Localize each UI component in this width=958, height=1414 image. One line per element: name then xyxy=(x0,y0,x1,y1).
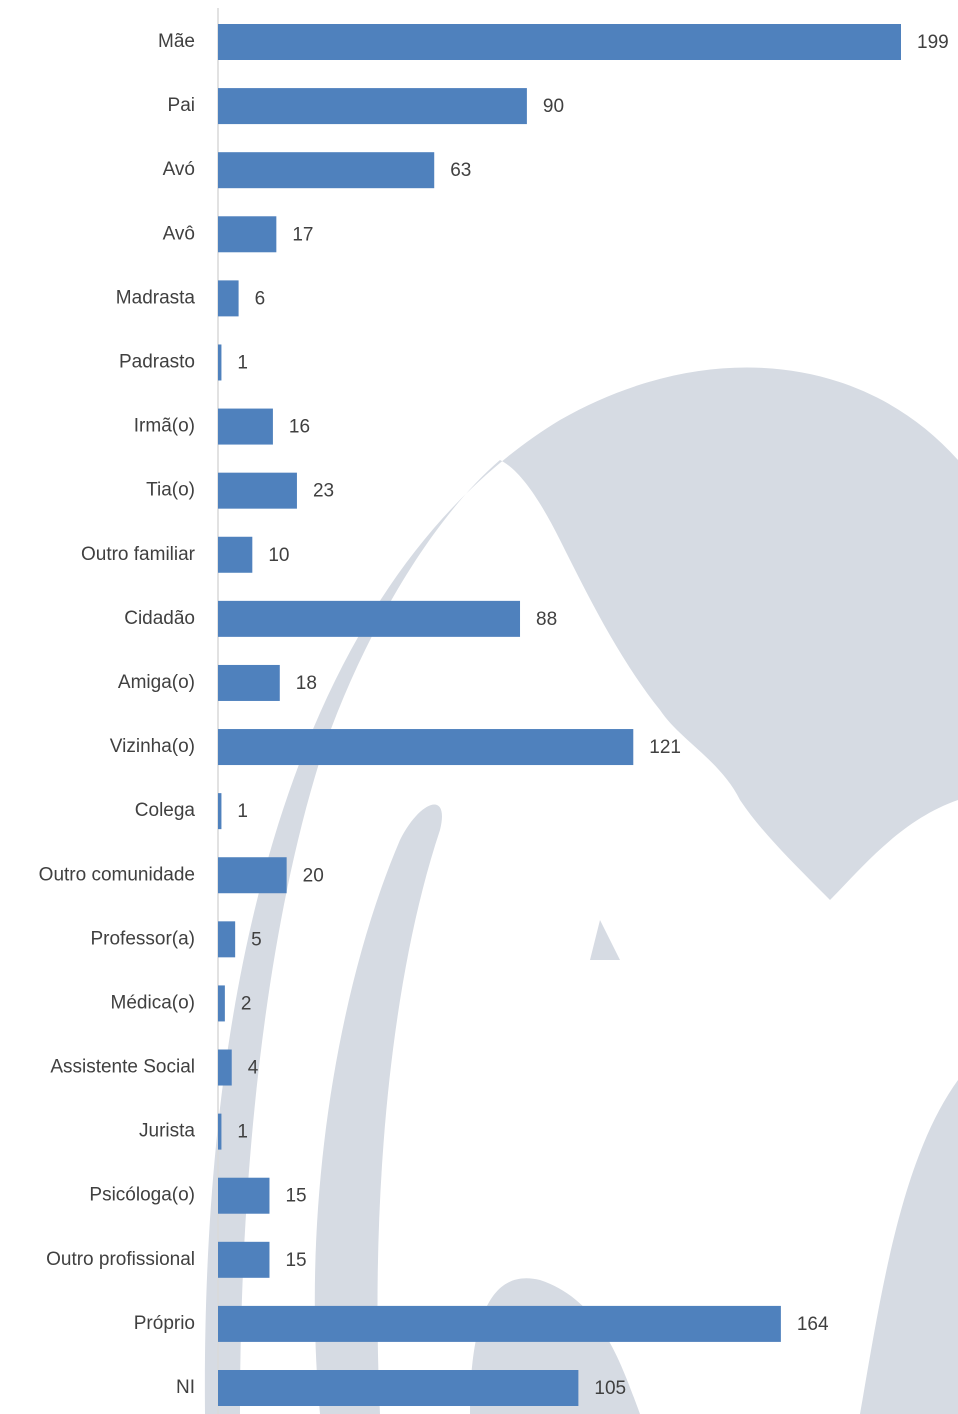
category-label: Próprio xyxy=(134,1313,195,1334)
bar xyxy=(218,88,527,125)
category-label: Avô xyxy=(163,223,195,244)
category-label: Cidadão xyxy=(124,608,195,629)
category-label: Tia(o) xyxy=(146,480,195,501)
category-label: Madrasta xyxy=(116,287,196,308)
bar xyxy=(218,472,297,509)
category-label: Jurista xyxy=(139,1121,195,1142)
data-label: 164 xyxy=(797,1314,829,1335)
category-label: NI xyxy=(176,1377,195,1398)
category-label: Avó xyxy=(163,159,195,180)
bar xyxy=(218,921,236,958)
data-label: 6 xyxy=(255,288,266,309)
bar xyxy=(218,536,253,573)
data-label: 17 xyxy=(292,224,313,245)
category-label: Assistente Social xyxy=(50,1057,195,1078)
category-label: Psicóloga(o) xyxy=(89,1185,195,1206)
data-label: 18 xyxy=(296,673,317,694)
category-label: Vizinha(o) xyxy=(110,736,195,757)
data-label: 1 xyxy=(237,1122,248,1143)
bar xyxy=(218,664,280,701)
data-label: 1 xyxy=(237,352,248,373)
bar xyxy=(218,1113,222,1150)
data-label: 15 xyxy=(285,1186,306,1207)
bar xyxy=(218,216,277,253)
bar xyxy=(218,1241,270,1278)
category-label: Irmã(o) xyxy=(134,416,195,437)
category-label: Pai xyxy=(168,95,195,116)
category-label: Padrasto xyxy=(119,351,195,372)
bar xyxy=(218,152,435,189)
category-label: Outro profissional xyxy=(46,1249,195,1270)
data-label: 2 xyxy=(241,993,252,1014)
data-label: 63 xyxy=(450,160,471,181)
bar xyxy=(218,280,239,317)
data-label: 5 xyxy=(251,929,262,950)
bar xyxy=(218,985,225,1022)
data-label: 121 xyxy=(649,737,681,758)
data-label: 90 xyxy=(543,96,564,117)
category-label: Professor(a) xyxy=(90,928,195,949)
data-label: 16 xyxy=(289,417,310,438)
bar xyxy=(218,408,273,445)
data-label: 4 xyxy=(248,1058,259,1079)
data-label: 23 xyxy=(313,481,334,502)
data-label: 1 xyxy=(237,801,248,822)
bar xyxy=(218,729,634,766)
bar xyxy=(218,1305,781,1342)
category-label: Outro familiar xyxy=(81,544,196,565)
category-label: Médica(o) xyxy=(111,992,195,1013)
data-label: 10 xyxy=(268,545,289,566)
bar xyxy=(218,24,901,60)
category-label: Outro comunidade xyxy=(39,864,195,885)
bar xyxy=(218,1370,579,1406)
category-label: Colega xyxy=(135,800,196,821)
category-label: Amiga(o) xyxy=(118,672,195,693)
bar xyxy=(218,793,222,830)
bar xyxy=(218,1177,270,1214)
bar xyxy=(218,1049,232,1086)
data-label: 105 xyxy=(594,1378,626,1399)
data-label: 15 xyxy=(285,1250,306,1271)
category-label: Mãe xyxy=(158,31,195,52)
watermark xyxy=(204,367,958,1414)
data-label: 20 xyxy=(303,865,324,886)
bar xyxy=(218,857,287,894)
data-label: 199 xyxy=(917,32,949,53)
data-label: 88 xyxy=(536,609,557,630)
bar xyxy=(218,600,521,637)
bar xyxy=(218,344,222,381)
